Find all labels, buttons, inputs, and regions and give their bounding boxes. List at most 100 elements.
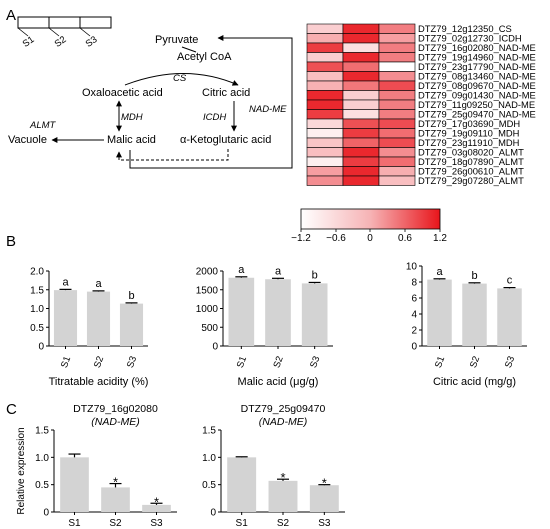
ketoglutaric-acid-label: α-Ketoglutaric acid [180,134,271,146]
y-tick-label: 0 [210,508,216,519]
heatmap-row-label: DTZ79_23g17790_NAD-ME [418,61,536,72]
panel-label-c: C [6,401,17,418]
panel-label-a: A [6,7,16,24]
colorbar-tick-label: −1.2 [291,233,311,244]
y-tick-label: 1.0 [202,453,216,464]
bar [86,291,111,346]
heatmap-cell [306,128,344,139]
heatmap-cell [306,147,344,158]
heatmap-cell [306,80,344,91]
y-tick-label: 6 [411,294,417,305]
bar [119,303,144,346]
significance-mark: * [280,470,285,485]
stage-bar: S1 S2 S3 [17,16,112,50]
bar [265,279,291,346]
y-tick-label: 4 [411,310,417,321]
heatmap-cell [342,23,380,34]
heatmap-cell [378,175,416,186]
bar [497,288,522,346]
panel-label-b: B [6,233,16,250]
heatmap-cell [378,166,416,177]
heatmap-cell [342,137,380,148]
heatmap-cell [306,137,344,148]
heatmap-cell [342,80,380,91]
heatmap-cell [306,71,344,82]
y-tick-label: 2000 [196,267,219,278]
chart-subtitle: (NAD-ME) [259,416,307,428]
x-tick-label: S2 [92,355,106,370]
significance-mark: * [322,476,327,491]
heatmap-cell [306,99,344,110]
x-tick-label: S1 [68,518,81,529]
heatmap-row-label: DTZ79_26g00610_ALMT [418,166,524,177]
heatmap-cell [342,99,380,110]
heatmap-row-label: DTZ79_12g12350_CS [418,23,512,34]
y-tick-label: 1.0 [35,453,49,464]
x-tick-label: S2 [271,355,285,370]
y-tick-label: 1.5 [202,426,216,437]
bar [268,480,298,512]
heatmap: DTZ79_12g12350_CSDTZ79_02g12730_ICDHDTZ7… [306,23,536,186]
heatmap-row-label: DTZ79_16g02080_NAD-ME [418,42,536,53]
heatmap-row-label: DTZ79_03g08020_ALMT [418,147,524,158]
almt-label: ALMT [29,120,57,131]
heatmap-cell [306,166,344,177]
heatmap-cell [342,61,380,72]
heatmap-cell [378,118,416,129]
stage-label-s1: S1 [21,34,37,50]
heatmap-cell [342,52,380,63]
heatmap-cell [378,128,416,139]
heatmap-cell [342,42,380,53]
x-tick-label: S3 [503,355,517,370]
heatmap-row-label: DTZ79_29g07280_ALMT [418,175,524,186]
chart-title: DTZ79_16g02080 [73,403,158,415]
heatmap-cell [378,80,416,91]
stage-label-s2: S2 [53,34,69,50]
heatmap-cell [342,109,380,120]
cs-label: CS [173,73,187,84]
y-tick-label: 0.5 [202,480,216,491]
y-axis-label: Relative expression [16,427,27,514]
heatmap-cell [378,61,416,72]
x-tick-label: S1 [235,355,249,370]
heatmap-cell [306,42,344,53]
bar [427,279,452,346]
bar [309,485,339,512]
significance-letter: a [275,265,282,277]
heatmap-cell [306,156,344,167]
heatmap-cell [342,147,380,158]
x-tick-label: S1 [59,355,73,370]
y-tick-label: 0 [43,508,49,519]
chart-citric-acid: 0 2 4 6 8 10 a S1 b S2 c S3 Citric acid (mg/g) [406,262,527,388]
heatmap-row-label: DTZ79_19g09110_MDH [418,128,519,139]
icdh-label: ICDH [203,112,226,123]
heatmap-cell [306,23,344,34]
chart-expression-25g09470: 0 0.5 1.0 1.5 S1 * S2 * S3 DTZ79_25g09470(NAD-ME) [202,403,345,529]
heatmap-cell [378,52,416,63]
heatmap-row-label: DTZ79_19g14960_NAD-ME [418,52,536,63]
y-tick-label: 1000 [196,304,219,315]
heatmap-cell [306,118,344,129]
bar [53,290,78,346]
significance-mark: * [154,494,159,509]
x-tick-label: S3 [150,518,163,529]
heatmap-colorbar: −1.2 −0.6 0 0.6 1.2 [291,208,447,244]
stage-label-s3: S3 [84,34,100,50]
mdh-label: MDH [121,112,143,123]
heatmap-cell [306,109,344,120]
x-tick-label: S1 [236,518,249,529]
bar [462,283,487,346]
significance-letter: a [436,266,443,278]
heatmap-cell [378,23,416,34]
y-tick-label: 2.0 [30,267,44,278]
y-tick-label: 0.5 [35,480,49,491]
x-axis-label: Citric acid (mg/g) [433,376,516,388]
heatmap-cell [342,90,380,101]
heatmap-cell [306,52,344,63]
y-tick-label: 8 [411,278,417,289]
y-tick-label: 1.0 [30,304,44,315]
y-tick-label: 2 [411,326,417,337]
heatmap-row-label: DTZ79_08g09670_NAD-ME [418,80,536,91]
colorbar-tick-label: −0.6 [326,233,346,244]
nad-me-label: NAD-ME [249,104,287,115]
